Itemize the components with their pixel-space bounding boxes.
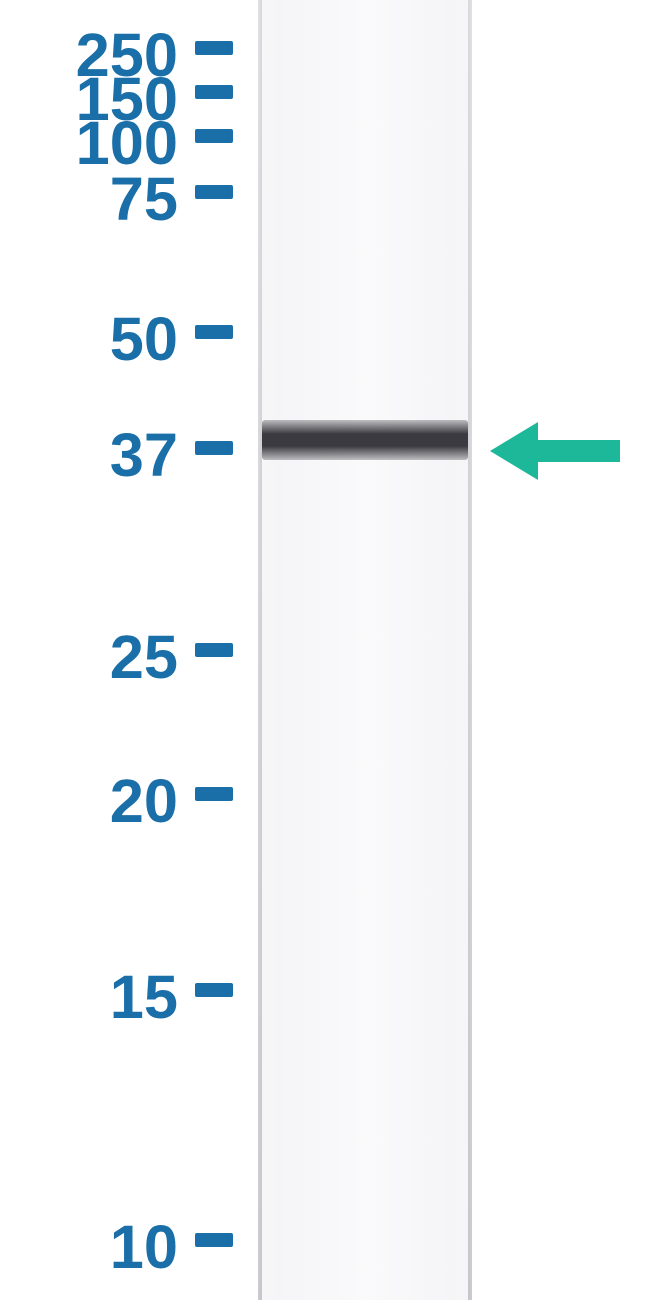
- marker-label: 75: [58, 163, 178, 234]
- marker-tick: [195, 1233, 233, 1247]
- marker-tick: [195, 185, 233, 199]
- marker-tick: [195, 129, 233, 143]
- marker-label: 15: [58, 961, 178, 1032]
- marker-tick: [195, 441, 233, 455]
- band-arrow-icon: [490, 422, 620, 480]
- marker-tick: [195, 643, 233, 657]
- marker-label: 37: [58, 419, 178, 490]
- gel-lane: [260, 0, 470, 1300]
- lane-edge-right: [468, 0, 472, 1300]
- marker-label: 10: [58, 1211, 178, 1282]
- marker-tick: [195, 41, 233, 55]
- marker-label: 50: [58, 303, 178, 374]
- arrow-svg: [490, 422, 620, 480]
- marker-label: 20: [58, 765, 178, 836]
- marker-tick: [195, 787, 233, 801]
- marker-tick: [195, 325, 233, 339]
- arrow-polygon: [490, 422, 620, 480]
- marker-label: 25: [58, 621, 178, 692]
- western-blot-container: 25015010075503725201510: [0, 0, 650, 1300]
- marker-tick: [195, 983, 233, 997]
- protein-band: [262, 420, 468, 460]
- lane-edge-left: [258, 0, 262, 1300]
- marker-tick: [195, 85, 233, 99]
